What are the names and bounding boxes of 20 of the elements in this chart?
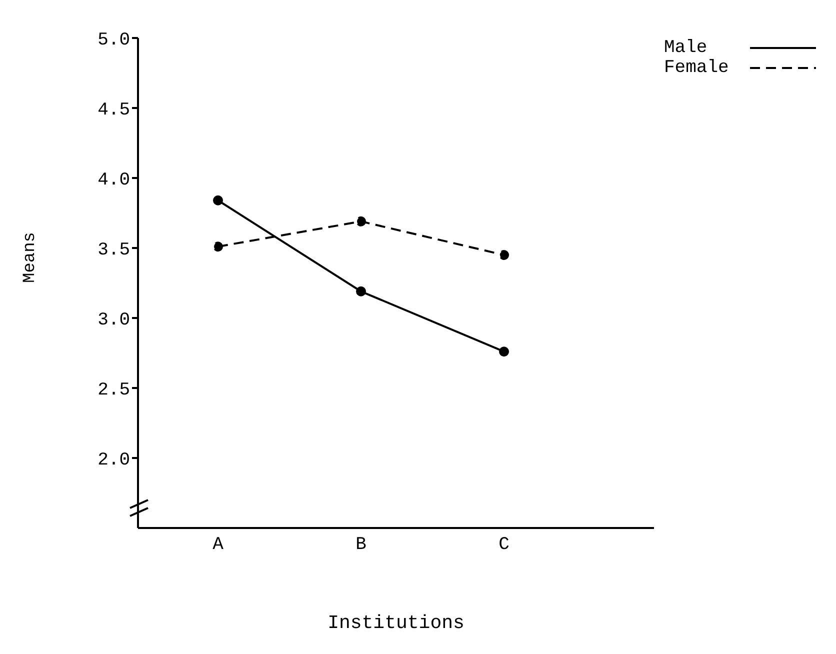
- y-tick-label: 2.5: [98, 380, 130, 400]
- point: [213, 195, 223, 206]
- y-tick-label: 2.0: [98, 450, 130, 470]
- y-tick-label: 3.0: [98, 310, 130, 330]
- point: [499, 346, 509, 357]
- x-tick-label: C: [498, 534, 510, 555]
- x-tick-label: A: [212, 534, 224, 555]
- legend-label: Male: [664, 38, 708, 58]
- y-tick-label: 4.5: [98, 100, 130, 120]
- point: [356, 216, 366, 226]
- legend-label: Female: [664, 58, 730, 78]
- y-tick-label: 4.0: [98, 170, 130, 190]
- y-tick-label: 5.0: [98, 30, 130, 50]
- point: [213, 242, 223, 252]
- x-axis-title: Institutions: [328, 612, 464, 634]
- point: [499, 250, 509, 260]
- y-tick-label: 3.5: [98, 240, 130, 260]
- x-tick-label: B: [356, 534, 367, 555]
- point: [356, 286, 366, 296]
- y-axis-title: Means: [21, 232, 40, 283]
